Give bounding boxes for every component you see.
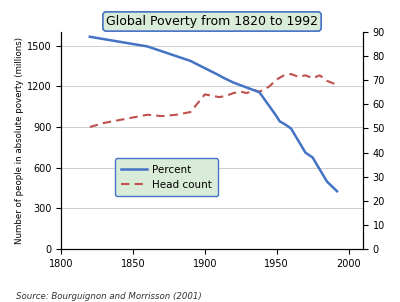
- Legend: Percent, Head count: Percent, Head count: [115, 159, 218, 196]
- Title: Global Poverty from 1820 to 1992: Global Poverty from 1820 to 1992: [106, 15, 318, 28]
- Text: Source: Bourguignon and Morrisson (2001): Source: Bourguignon and Morrisson (2001): [16, 292, 202, 301]
- Y-axis label: Number of people in absolute poverty (millions): Number of people in absolute poverty (mi…: [15, 37, 24, 244]
